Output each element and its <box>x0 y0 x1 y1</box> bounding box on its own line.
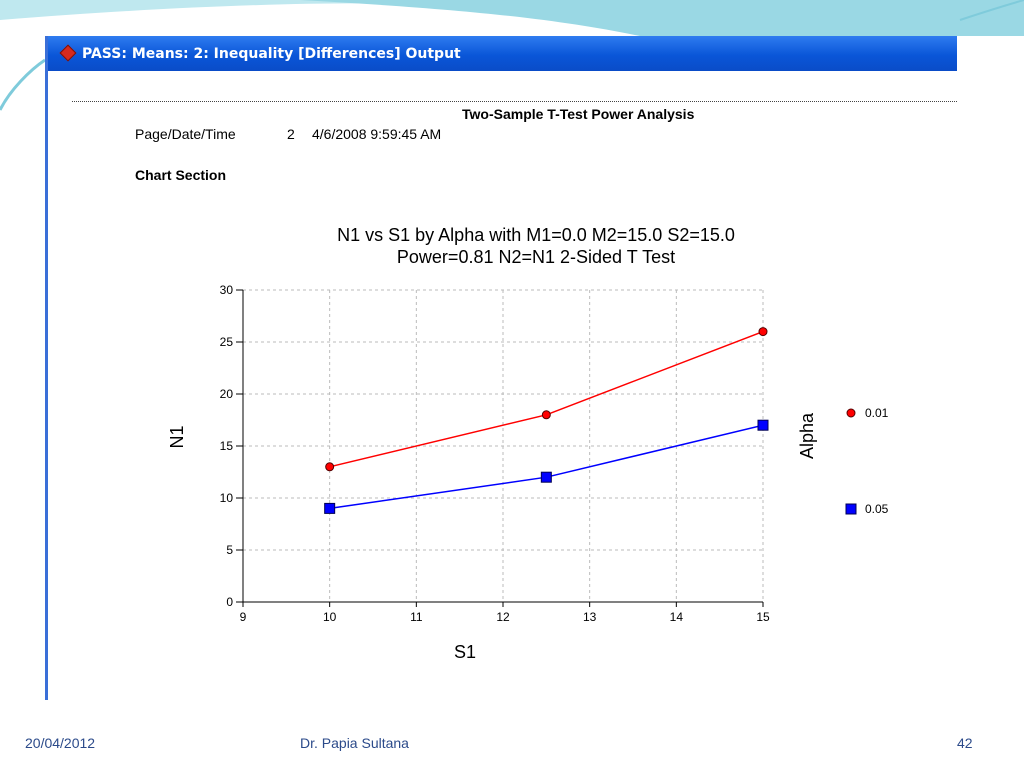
line-chart: N1 vs S1 by Alpha with M1=0.0 M2=15.0 S2… <box>167 225 889 662</box>
y-tick-label-3: 15 <box>220 439 234 453</box>
slide-number: 42 <box>957 735 973 751</box>
legend-title: Alpha <box>797 412 817 459</box>
background-swoosh <box>0 0 1024 111</box>
series-line-0.01 <box>329 330 764 468</box>
x-tick-label-3: 12 <box>496 610 510 624</box>
legend-label-0.01: 0.01 <box>865 406 889 420</box>
x-tick-label-1: 10 <box>323 610 337 624</box>
x-tick-label-5: 14 <box>670 610 684 624</box>
data-point-0.01-1 <box>541 410 551 420</box>
data-point-0.05-1 <box>540 471 552 483</box>
data-point-0.01-2 <box>758 327 768 337</box>
x-tick-label-6: 15 <box>756 610 770 624</box>
series-line-0.05 <box>329 424 764 510</box>
axis-ticks: 9 10 11 12 13 14 15 0 5 10 15 20 25 30 <box>220 283 770 624</box>
x-tick-label-2: 11 <box>410 610 423 624</box>
data-point-0.01-0 <box>325 462 335 472</box>
y-tick-label-5: 25 <box>220 335 234 349</box>
x-axis-label: S1 <box>454 642 476 662</box>
legend: 0.01 0.05 <box>845 406 889 516</box>
legend-label-0.05: 0.05 <box>865 502 889 516</box>
legend-marker-0.05 <box>845 503 857 515</box>
footer-date: 20/04/2012 <box>25 735 96 751</box>
window-title: PASS: Means: 2: Inequality [Differences]… <box>82 46 461 62</box>
report-divider <box>72 101 957 102</box>
data-point-0.05-0 <box>324 502 336 514</box>
y-tick-label-4: 20 <box>220 387 234 401</box>
y-tick-label-0: 0 <box>226 595 233 609</box>
data-point-0.05-2 <box>757 419 769 431</box>
y-tick-label-2: 10 <box>220 491 234 505</box>
output-window: PASS: Means: 2: Inequality [Differences]… <box>45 36 957 700</box>
y-tick-label-1: 5 <box>226 543 233 557</box>
y-axis-label: N1 <box>167 425 187 448</box>
legend-marker-0.01 <box>846 408 856 418</box>
chart-title: N1 vs S1 by Alpha with M1=0.0 M2=15.0 S2… <box>337 225 735 245</box>
series-lines <box>324 327 769 514</box>
report-date-time: 4/6/2008 9:59:45 AM <box>312 126 442 142</box>
x-tick-label-4: 13 <box>583 610 597 624</box>
page-number: 2 <box>287 126 295 142</box>
x-tick-label-0: 9 <box>240 610 247 624</box>
grid-lines <box>243 289 764 602</box>
chart-section-heading: Chart Section <box>135 167 227 183</box>
chart-subtitle: Power=0.81 N2=N1 2-Sided T Test <box>397 247 675 267</box>
footer-author: Dr. Papia Sultana <box>300 735 409 751</box>
y-tick-label-6: 30 <box>220 283 234 297</box>
window-titlebar[interactable]: PASS: Means: 2: Inequality [Differences]… <box>48 36 957 71</box>
page-date-time-label: Page/Date/Time <box>135 126 236 142</box>
report-title: Two-Sample T-Test Power Analysis <box>462 106 695 122</box>
